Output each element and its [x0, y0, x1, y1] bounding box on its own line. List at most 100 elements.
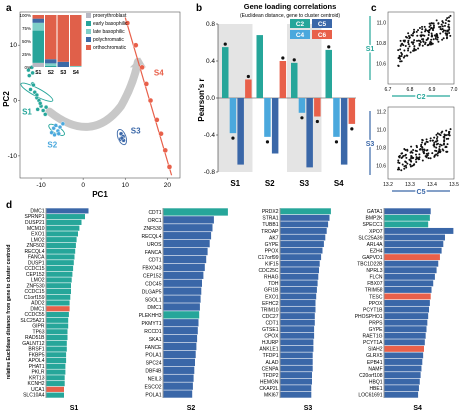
gene-label: DBF4B: [145, 369, 162, 375]
panel-a: a -10 0 10 20 -10 0 10 PC1 PC2 S1 S2 S3 S4 100% 75% 50% 2…: [2, 3, 181, 199]
gene-bar: [280, 247, 323, 254]
scatter-point: [429, 40, 432, 43]
gene-label: CDT1: [265, 320, 278, 326]
scatter-point: [428, 28, 431, 31]
cluster-point: [119, 135, 125, 141]
group-label: S1: [70, 405, 79, 412]
inset-bar-segment: [70, 65, 82, 67]
scatter-point: [431, 139, 434, 142]
scatter-point: [449, 128, 452, 131]
scatter-point: [421, 28, 424, 31]
scatter-point: [410, 154, 413, 157]
scatter-point: [404, 45, 407, 48]
gene-label: TRIM10: [261, 307, 279, 313]
scatter-point: [419, 41, 422, 44]
gene-label: LMO2: [31, 237, 45, 243]
gene-label: GIPR: [32, 324, 45, 330]
gene-bar: [384, 326, 427, 333]
gene-label: APOL4: [28, 358, 44, 364]
y-axis-label: PC2: [2, 91, 11, 107]
scatter-point: [398, 156, 401, 159]
bar-c4: [229, 98, 237, 134]
gene-label: TP63: [33, 329, 45, 335]
y-tick-label: 10.6: [376, 61, 386, 67]
trajectory-arrow: [45, 57, 142, 131]
gene-label: MKI67: [264, 393, 279, 399]
gene-label: SLC10A4: [23, 393, 45, 399]
scatter-point: [448, 32, 451, 35]
scatter-point: [439, 150, 442, 153]
scatter-point: [400, 53, 403, 56]
scatter-point: [411, 34, 414, 37]
scatter-point: [448, 28, 451, 31]
y-tick-label: 10.8: [376, 41, 386, 47]
scatter-point: [440, 23, 443, 26]
cluster-point: [43, 112, 48, 117]
scatter-point: [421, 139, 424, 142]
scatter-point: [424, 29, 427, 32]
inset-legend-label: proerythroblast: [93, 13, 127, 19]
gene-bar: [163, 232, 212, 240]
inset-y-tick: 100%: [19, 13, 31, 18]
group-label: S3: [304, 405, 313, 412]
gene-bar: [46, 340, 67, 346]
scatter-point: [431, 27, 434, 30]
gene-label: EFHC2: [262, 301, 279, 307]
scatter-point: [400, 169, 403, 172]
scatter-point: [428, 42, 431, 45]
gene-label: GALNT12: [22, 341, 44, 347]
panel-label-b: b: [196, 3, 202, 14]
scatter-point: [397, 159, 400, 162]
legend-swatch-c2: [290, 19, 310, 28]
gene-label: FKBP5: [29, 352, 45, 358]
scatter-point: [445, 19, 448, 22]
significance-dot: [265, 140, 270, 144]
scatter-point: [438, 145, 441, 148]
scatter-point: [447, 137, 450, 140]
scatter-point: [407, 39, 410, 42]
legend-label: C5: [318, 21, 327, 28]
y-tick-label: 10.6: [376, 164, 386, 170]
scatter-point: [446, 150, 449, 153]
gene-bar: [384, 385, 419, 392]
gene-label: CEP152: [26, 272, 45, 278]
panel-b: b Gene loading correlations (Euclidean dis…: [196, 2, 356, 188]
gene-bar: [163, 350, 196, 359]
scatter-point: [412, 42, 415, 45]
scatter-point: [433, 34, 436, 37]
significance-dot: [315, 119, 319, 124]
scatter-point: [418, 43, 421, 46]
scatter-point: [399, 60, 402, 63]
gene-bar: [46, 300, 70, 306]
scatter-point: [401, 42, 404, 45]
gene-bar: [384, 339, 425, 346]
scatter-point: [397, 166, 400, 169]
scatter-point: [446, 143, 449, 146]
gene-bar: [163, 311, 200, 319]
gene-bar: [163, 390, 193, 398]
cluster-point: [35, 107, 40, 112]
scatter-point: [446, 32, 449, 35]
y-axis-label: Pearson's r: [197, 78, 206, 121]
scatter-point: [403, 49, 406, 52]
scatter-point: [449, 14, 452, 17]
gene-bar: [46, 386, 64, 392]
scatter-point: [434, 37, 437, 40]
gene-bar: [384, 273, 435, 280]
cluster-label-s1: S1: [22, 107, 32, 116]
inset-legend-swatch: [86, 13, 91, 18]
gene-bar: [46, 283, 71, 289]
cluster-point: [40, 108, 46, 113]
x-axis-label: C5: [417, 189, 426, 196]
gene-bar: [163, 255, 207, 264]
scatter-point: [399, 48, 402, 51]
scatter-point: [430, 32, 433, 35]
gene-label: DUSP1: [28, 260, 45, 266]
scatter-point: [421, 141, 424, 144]
cluster-point: [158, 131, 164, 137]
x-tick-label: 20: [164, 182, 172, 189]
scatter-point: [402, 56, 405, 59]
gene-bar: [280, 313, 315, 320]
y-tick-label: 0: [13, 98, 17, 105]
scatter-point: [439, 134, 442, 137]
